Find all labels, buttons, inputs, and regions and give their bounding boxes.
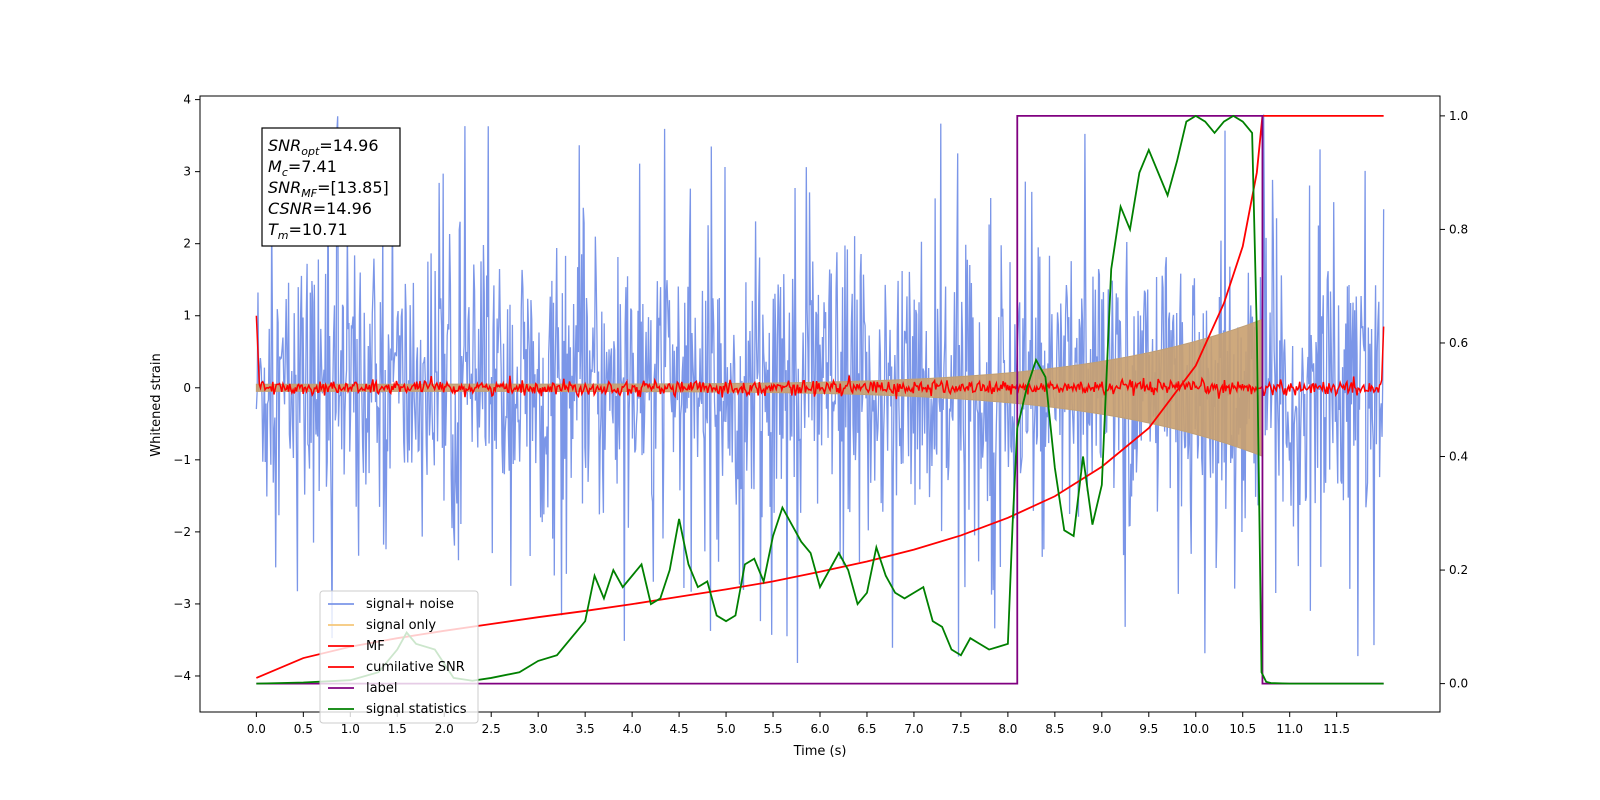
legend-label: signal only	[366, 618, 436, 633]
annotation-line: CSNR=14.96	[268, 199, 372, 218]
x-tick-label: 1.5	[388, 722, 407, 736]
annotation-frame	[261, 127, 401, 247]
x-tick-label: 3.0	[529, 722, 548, 736]
signal-statistics-series	[256, 114, 1384, 685]
y-axis-right: 1.0 0.8 0.6 0.4 0.2 0.0	[1440, 109, 1468, 691]
legend-label: signal statistics	[366, 702, 467, 717]
x-tick-label: 4.5	[670, 722, 689, 736]
x-tick-label: 5.5	[763, 722, 782, 736]
x-tick-label: 1.0	[341, 722, 360, 736]
y-axis-left: 4 3 2 1 0 −1 −2 −3 −4	[173, 93, 200, 683]
x-tick-label: 7.0	[904, 722, 923, 736]
y-tick-label: 1	[183, 309, 191, 323]
legend-label: signal+ noise	[366, 597, 454, 612]
annotation-box: SNRopt=14.96Mc=7.41SNRMF=[13.85]CSNR=14.…	[261, 127, 401, 247]
x-tick-label: 9.0	[1092, 722, 1111, 736]
x-tick-label: 10.5	[1229, 722, 1256, 736]
y-tick-label: −3	[173, 597, 191, 611]
y-tick-label: −4	[173, 669, 191, 683]
x-tick-label: 11.0	[1276, 722, 1303, 736]
mf-line	[255, 315, 1385, 400]
x-axis: 0.0 0.5 1.0 1.5 2.0 2.5 3.0 3.5 4.0 4.5 5.0 5.5 6.0 6…	[247, 712, 1350, 736]
y-tick-label: 2	[183, 237, 191, 251]
legend-frame	[319, 590, 479, 724]
mf-series	[255, 315, 1385, 400]
legend: signal+ noise signal only MF cumilative SNR…	[319, 590, 479, 724]
y-tick-label: −2	[173, 525, 191, 539]
x-tick-label: 11.5	[1323, 722, 1350, 736]
y2-tick-label: 0.2	[1449, 563, 1468, 577]
annotation-line: SNRopt=14.96	[268, 136, 379, 158]
y2-tick-label: 0.0	[1449, 677, 1468, 691]
y2-tick-label: 0.4	[1449, 450, 1468, 464]
x-tick-label: 10.0	[1182, 722, 1209, 736]
annotation-line: SNRMF=[13.85]	[268, 178, 389, 200]
y2-tick-label: 0.6	[1449, 336, 1468, 350]
x-tick-label: 2.5	[482, 722, 501, 736]
x-tick-label: 5.0	[717, 722, 736, 736]
y-axis-label: Whitened strain	[149, 353, 164, 456]
y-tick-label: −1	[173, 453, 191, 467]
x-tick-label: 8.5	[1045, 722, 1064, 736]
annotation-line: Tm=10.71	[268, 220, 348, 242]
x-tick-label: 8.0	[998, 722, 1017, 736]
y2-tick-label: 0.8	[1449, 222, 1468, 236]
y-tick-label: 4	[183, 93, 191, 107]
y-tick-label: 0	[183, 381, 191, 395]
annotation-line: Mc=7.41	[268, 157, 337, 179]
legend-label: label	[366, 681, 397, 696]
x-tick-label: 6.5	[857, 722, 876, 736]
x-tick-label: 9.5	[1139, 722, 1158, 736]
x-tick-label: 0.0	[247, 722, 266, 736]
x-axis-label: Time (s)	[793, 744, 847, 759]
legend-label: cumilative SNR	[366, 660, 465, 675]
x-tick-label: 4.0	[623, 722, 642, 736]
x-tick-label: 2.0	[435, 722, 454, 736]
y2-tick-label: 1.0	[1449, 109, 1468, 123]
legend-label: MF	[366, 639, 385, 654]
x-tick-label: 3.5	[576, 722, 595, 736]
y-tick-label: 3	[183, 165, 191, 179]
x-tick-label: 0.5	[294, 722, 313, 736]
x-tick-label: 7.5	[951, 722, 970, 736]
x-tick-label: 6.0	[810, 722, 829, 736]
